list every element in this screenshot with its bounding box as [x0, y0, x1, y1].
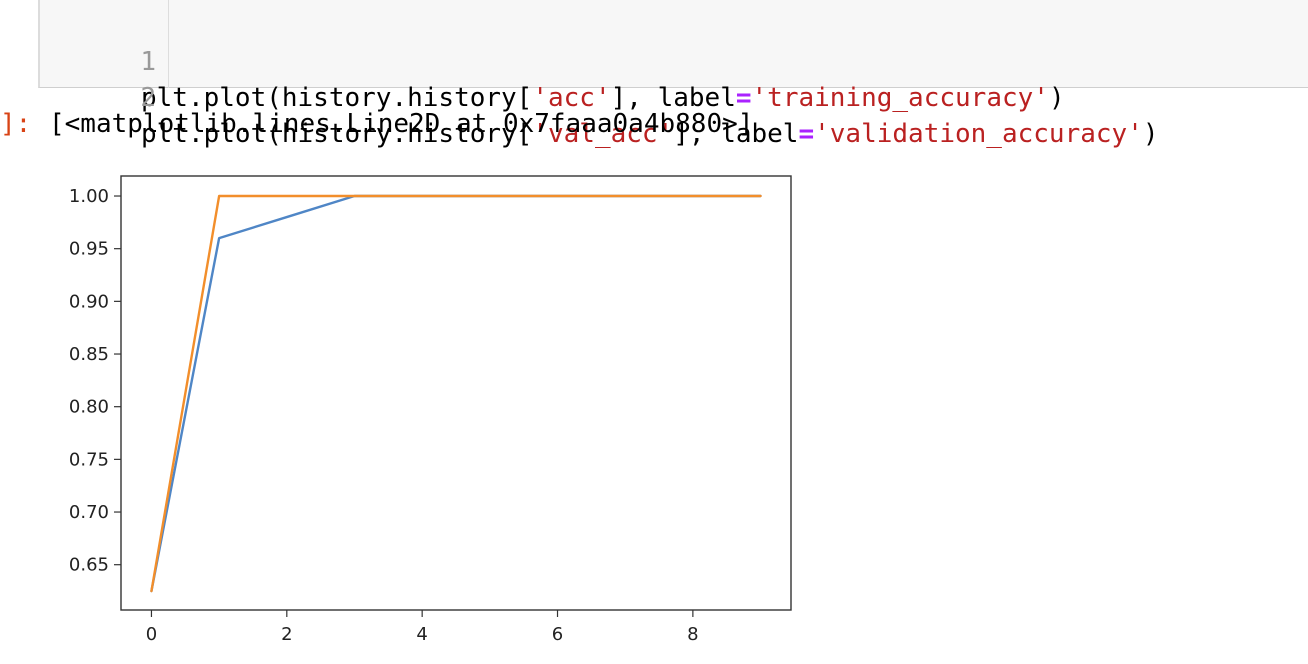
string-token: 'acc'	[532, 83, 611, 113]
x-tick-label: 6	[552, 624, 563, 645]
code-text: plt.plot(history.history['val_acc'], lab…	[141, 116, 1159, 152]
y-tick-label: 0.75	[69, 449, 109, 470]
string-token: 'val_acc'	[532, 119, 674, 149]
plot-frame	[120, 175, 792, 611]
y-tick-label: 0.90	[69, 291, 109, 312]
y-tick-label: 0.70	[69, 502, 109, 523]
x-tick-label: 8	[687, 624, 698, 645]
code-token: plt.plot(history.history[	[141, 119, 533, 149]
code-line-1[interactable]: 1 plt.plot(history.history['acc'], label…	[40, 8, 1064, 113]
line-number-gutter-divider	[168, 0, 169, 88]
output-prompt: ]:	[0, 109, 32, 139]
code-token: ], label	[610, 83, 736, 113]
code-line-2[interactable]: 2 plt.plot(history.history['val_acc'], l…	[40, 44, 1158, 149]
y-tick-label: 0.65	[69, 555, 109, 576]
y-tick-label: 0.80	[69, 397, 109, 418]
operator-token: =	[798, 119, 815, 149]
series-line-1	[150, 194, 762, 593]
line-number: 2	[140, 83, 156, 113]
accuracy-line-chart: 0.65 0.70 0.75 0.80 0.85 0.90 0.95 1.00 0 2 4 6 8	[69, 175, 792, 645]
y-tick-label: 0.85	[69, 344, 109, 365]
code-token: plt.plot(history.history[	[141, 83, 533, 113]
code-text: plt.plot(history.history['acc'], label='…	[141, 80, 1065, 116]
code-token: )	[1142, 119, 1159, 149]
x-tick-label: 0	[146, 624, 157, 645]
x-tick-label: 2	[281, 624, 292, 645]
output-text: [<matplotlib.lines.Line2D at 0x7faaa0a4b…	[49, 109, 754, 139]
operator-token: =	[735, 83, 752, 113]
y-tick-label: 1.00	[69, 186, 109, 207]
code-token: ], label	[673, 119, 799, 149]
code-cell[interactable]: 1 plt.plot(history.history['acc'], label…	[38, 0, 1308, 149]
x-tick-label: 4	[416, 624, 427, 645]
series-line-2	[150, 194, 762, 593]
y-tick-label: 0.95	[69, 239, 109, 260]
line-number: 1	[140, 47, 156, 77]
string-token: 'validation_accuracy'	[814, 119, 1143, 149]
code-token: )	[1048, 83, 1065, 113]
string-token: 'training_accuracy'	[751, 83, 1049, 113]
